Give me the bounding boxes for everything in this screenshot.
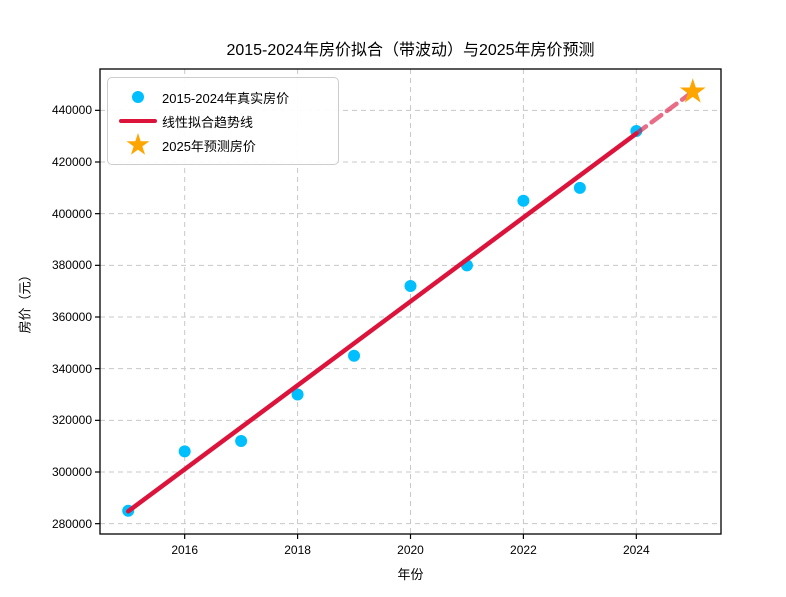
trendline-icon [119, 119, 157, 123]
legend-label-actual: 2015-2024年真实房价 [162, 90, 290, 106]
y-tick-label: 420000 [51, 155, 92, 169]
y-tick-label: 300000 [51, 465, 92, 479]
data-point [404, 280, 417, 292]
legend-item-actual: 2015-2024年真实房价 [114, 85, 332, 109]
legend-label-prediction: 2025年预测房价 [162, 138, 256, 154]
data-point [573, 181, 586, 194]
x-tick-label: 2018 [284, 543, 311, 557]
x-tick-label: 2016 [171, 543, 199, 557]
y-tick-label: 340000 [51, 361, 92, 376]
legend-item-trendline: 线性拟合趋势线 [114, 109, 332, 133]
y-tick-label: 360000 [51, 310, 92, 324]
y-tick-label: 320000 [51, 413, 92, 428]
scatter-dot-icon [132, 91, 144, 103]
data-point [348, 349, 361, 362]
y-tick-label: 400000 [51, 206, 92, 221]
y-axis-label: 房价（元） [17, 268, 33, 334]
x-axis-label: 年份 [397, 567, 424, 582]
chart-title: 2015-2024年房价拟合（带波动）与2025年房价预测 [226, 42, 595, 59]
prediction-dashed-line [634, 89, 696, 136]
y-tick-label: 440000 [51, 103, 92, 118]
x-tick-label: 2022 [510, 543, 537, 557]
legend: 2015-2024年真实房价 线性拟合趋势线 2025年预测房价 [107, 77, 339, 165]
x-tick-label: 2020 [397, 543, 424, 557]
y-tick-label: 380000 [51, 258, 92, 273]
star-icon [126, 133, 150, 155]
prediction-star-marker [679, 78, 706, 103]
legend-item-prediction: 2025年预测房价 [114, 133, 332, 157]
trend-line [125, 131, 639, 514]
data-point [517, 194, 530, 207]
y-tick-label: 280000 [51, 516, 92, 531]
data-point [291, 388, 304, 401]
legend-label-trendline: 线性拟合趋势线 [162, 114, 254, 130]
x-tick-label: 2024 [622, 543, 650, 557]
data-point [235, 435, 248, 447]
data-point [178, 445, 191, 458]
